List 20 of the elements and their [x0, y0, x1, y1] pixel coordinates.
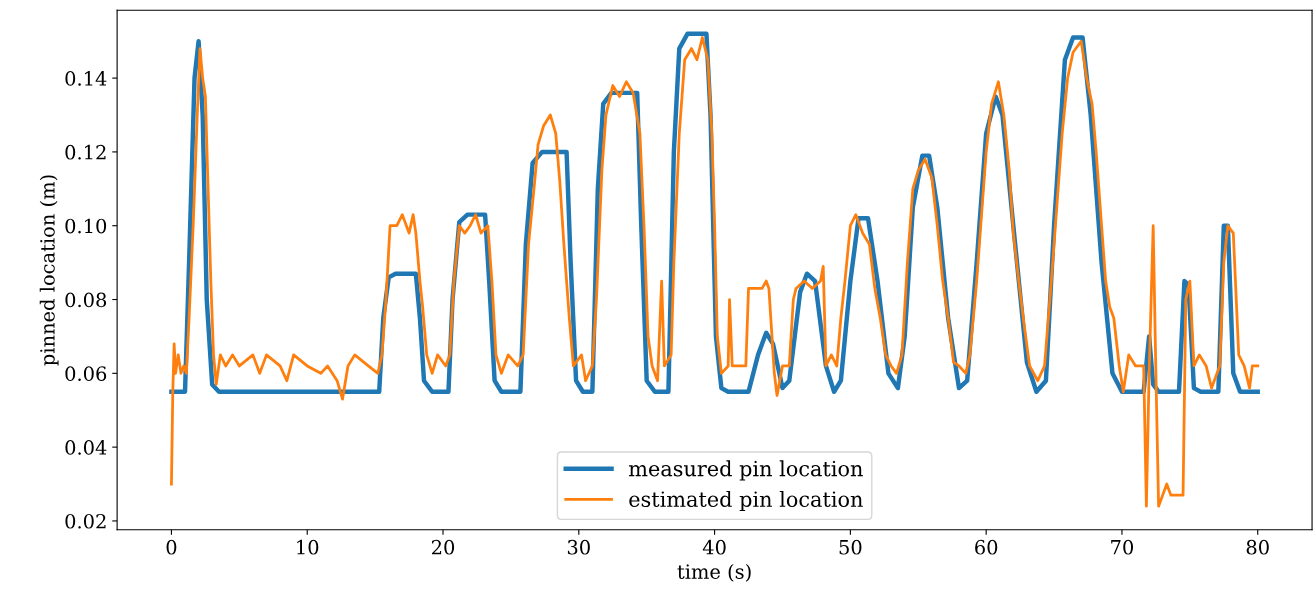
x-tick-label: 10 [297, 539, 319, 555]
y-tick-label: 0.14 [65, 71, 107, 86]
y-tick-label: 0.02 [65, 513, 106, 529]
y-tick-label: 0.04 [65, 440, 107, 455]
x-tick-label: 70 [1111, 539, 1134, 555]
x-tick-label: 80 [1246, 539, 1269, 555]
y-tick-label: 0.06 [65, 366, 107, 381]
x-tick-label: 0 [166, 539, 177, 555]
x-tick-label: 40 [702, 539, 726, 555]
x-tick-label: 60 [975, 539, 998, 555]
y-tick-label: 0.12 [65, 144, 106, 160]
y-tick-label: 0.08 [65, 292, 107, 308]
y-axis-title: pinned location (m) [39, 175, 59, 366]
legend-label: estimated pin location [629, 490, 863, 512]
x-tick-label: 50 [839, 539, 862, 555]
x-axis-title: time (s) [677, 563, 751, 582]
legend-label: measured pin location [628, 460, 863, 481]
x-tick-label: 30 [567, 539, 590, 555]
x-tick-label: 20 [431, 539, 455, 555]
y-tick-label: 0.10 [65, 218, 107, 234]
